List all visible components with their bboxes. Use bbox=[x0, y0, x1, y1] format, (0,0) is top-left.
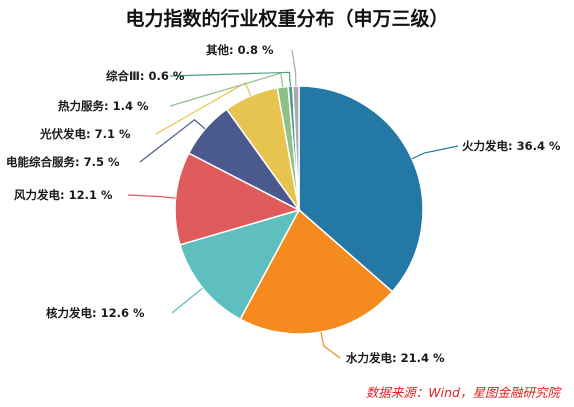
slice-label-7: 综合Ⅲ: 0.6 % bbox=[106, 69, 185, 83]
leader-line-3 bbox=[127, 194, 176, 199]
leader-line-0 bbox=[411, 145, 459, 160]
chart-title: 电力指数的行业权重分布（申万三级） bbox=[125, 8, 449, 30]
leader-line-6 bbox=[169, 72, 284, 107]
source-note: 数据来源：Wind，星图金融研究院 bbox=[365, 385, 560, 400]
pie-slice-3 bbox=[174, 152, 302, 246]
slice-label-4: 电能综合服务: 7.5 % bbox=[6, 155, 120, 169]
slice-label-8: 其他: 0.8 % bbox=[206, 43, 274, 57]
pie-slice-0 bbox=[298, 85, 424, 293]
slice-label-3: 风力发电: 12.1 % bbox=[14, 188, 113, 202]
slice-label-6: 热力服务: 1.4 % bbox=[58, 99, 149, 113]
slice-label-1: 水力发电: 21.4 % bbox=[346, 351, 445, 365]
leader-line-5 bbox=[155, 82, 252, 135]
leader-line-8 bbox=[291, 49, 297, 87]
leader-line-4 bbox=[139, 119, 206, 163]
slice-label-0: 火力发电: 36.4 % bbox=[462, 139, 561, 153]
leader-line-1 bbox=[320, 331, 341, 359]
slice-label-2: 核力发电: 12.6 % bbox=[46, 306, 145, 320]
leader-line-2 bbox=[171, 287, 204, 314]
pie-slice-2 bbox=[179, 208, 301, 321]
slice-label-5: 光伏发电: 7.1 % bbox=[39, 127, 131, 141]
leader-line-7 bbox=[169, 71, 292, 87]
